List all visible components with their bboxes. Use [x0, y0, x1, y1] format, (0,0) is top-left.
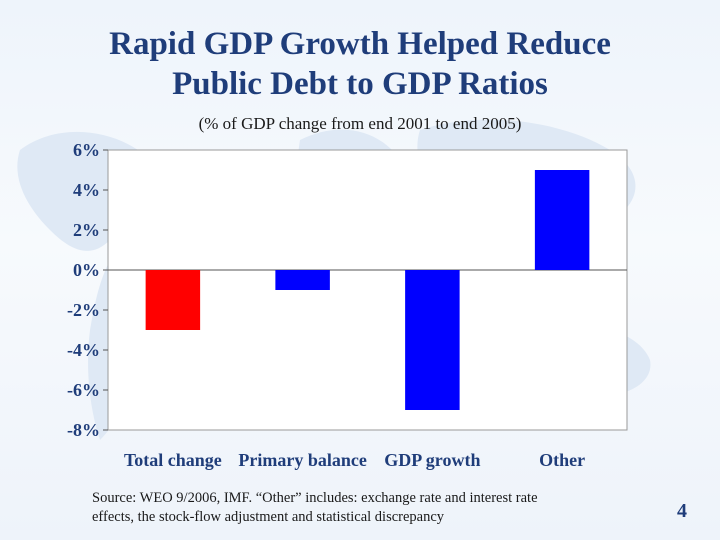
page-number: 4 — [677, 500, 687, 522]
y-tick-label: -4% — [67, 340, 100, 360]
source-note: Source: WEO 9/2006, IMF. “Other” include… — [92, 489, 632, 527]
slide-title-line1: Rapid GDP Growth Helped Reduce — [109, 26, 611, 62]
y-tick-label: -8% — [67, 420, 100, 440]
source-note-line2: effects, the stock-flow adjustment and s… — [92, 509, 445, 525]
slide-title: Rapid GDP Growth Helped Reduce Public De… — [0, 24, 720, 104]
y-tick-label: 2% — [73, 220, 100, 240]
y-tick-label: 0% — [73, 260, 100, 280]
source-note-line1: Source: WEO 9/2006, IMF. “Other” include… — [92, 490, 538, 506]
chart-subtitle: (% of GDP change from end 2001 to end 20… — [198, 114, 522, 133]
y-tick-label: 6% — [73, 140, 100, 160]
y-tick-label: -2% — [67, 300, 100, 320]
bar-gdp-growth — [405, 270, 460, 410]
x-category-label: Other — [539, 450, 585, 470]
x-category-label: Primary balance — [238, 450, 366, 470]
y-tick-label: 4% — [73, 180, 100, 200]
x-category-label: Total change — [124, 450, 222, 470]
y-tick-label: -6% — [67, 380, 100, 400]
x-category-label: GDP growth — [384, 450, 480, 470]
slide-title-line2: Public Debt to GDP Ratios — [172, 66, 548, 102]
bar-primary-balance — [275, 270, 330, 290]
bar-other — [534, 170, 590, 270]
bar-total-change — [145, 270, 201, 330]
